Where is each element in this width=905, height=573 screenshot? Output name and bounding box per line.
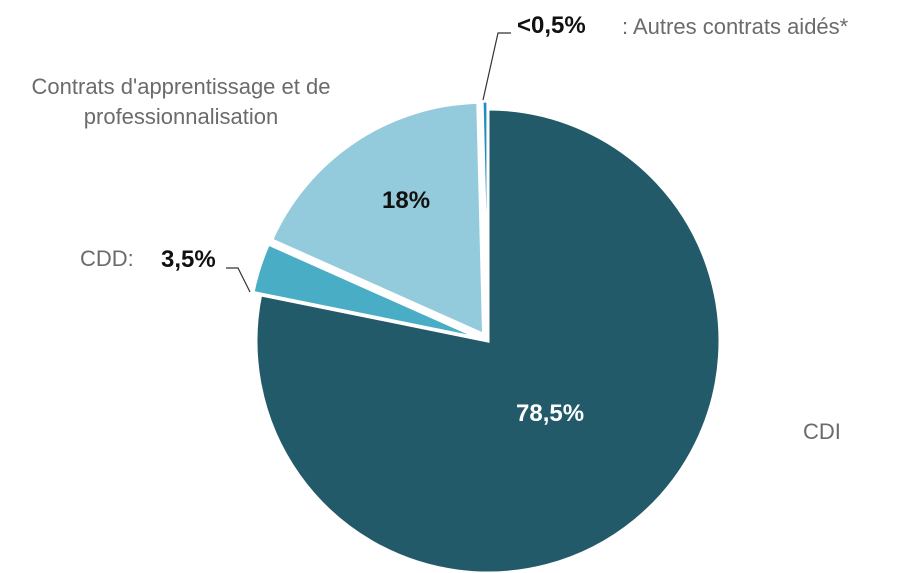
pie-slice <box>251 242 481 341</box>
category-label: CDI <box>803 419 841 444</box>
pie-slice <box>269 100 486 337</box>
value-label: 18% <box>382 187 431 214</box>
leader-line <box>226 267 251 293</box>
category-label: Contrats d'apprentissage et de professio… <box>31 74 331 129</box>
category-label: : Autres contrats aidés* <box>622 14 849 39</box>
value-label: 3,5% <box>161 246 216 273</box>
pie-slice <box>480 99 490 334</box>
value-label: 78,5% <box>516 400 585 427</box>
category-label: CDD: <box>80 246 134 271</box>
leader-line <box>482 32 511 101</box>
pie-slice <box>254 107 722 573</box>
value-label: <0,5% <box>517 12 586 39</box>
